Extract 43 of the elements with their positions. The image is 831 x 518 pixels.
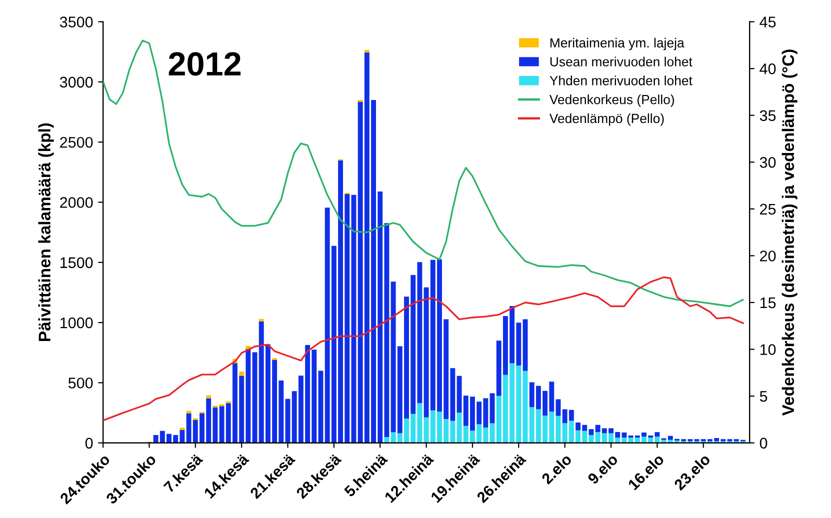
bar bbox=[490, 393, 495, 424]
y2-tick-label: 40 bbox=[760, 63, 776, 74]
bar bbox=[285, 398, 290, 443]
bar bbox=[556, 399, 561, 416]
y2-tick-label: 45 bbox=[760, 16, 776, 28]
y2-tick-label: 20 bbox=[760, 250, 776, 262]
y-tick-label: 500 bbox=[68, 378, 93, 388]
legend-label: Vedenlämpö (Pello) bbox=[549, 113, 664, 126]
y2-tick-label: 10 bbox=[760, 344, 776, 355]
legend-label: Usean merivuoden lohet bbox=[550, 56, 692, 66]
y-tick-label: 0 bbox=[85, 438, 93, 449]
line-series bbox=[103, 276, 744, 422]
bar bbox=[186, 410, 192, 414]
bar bbox=[239, 372, 244, 376]
line-series bbox=[103, 40, 744, 308]
y2-axis-title: Vedenkorkeus (desimetriä) ja vedenlämpö (°C) bbox=[782, 50, 798, 416]
y2-tick-label: 5 bbox=[760, 391, 768, 402]
bar bbox=[318, 370, 324, 443]
y-tick-label: 1500 bbox=[60, 257, 93, 268]
legend-label: Meritaimenia ym. lajeja bbox=[550, 38, 684, 50]
bar bbox=[522, 370, 528, 443]
y2-tick-label: 30 bbox=[760, 157, 776, 168]
bar bbox=[246, 346, 251, 349]
bar bbox=[588, 429, 594, 435]
y2-tick-label: 35 bbox=[760, 110, 776, 122]
text: 2012 bbox=[168, 52, 241, 76]
bar bbox=[364, 50, 370, 52]
y2-tick-label: 0 bbox=[760, 438, 768, 449]
y-tick-label: 1000 bbox=[60, 317, 93, 328]
y2-tick-label: 15 bbox=[760, 298, 776, 308]
bar bbox=[206, 395, 212, 398]
bar bbox=[384, 437, 390, 443]
y-tick-label: 3000 bbox=[60, 76, 93, 88]
y-tick-label: 2000 bbox=[60, 197, 93, 208]
y-tick-label: 3500 bbox=[60, 16, 93, 28]
y-axis-title: Päivittäinen kalamäärä (kpl) bbox=[38, 123, 54, 341]
bar bbox=[522, 319, 528, 371]
y-tick-label: 2500 bbox=[60, 136, 93, 148]
y2-tick-label: 25 bbox=[760, 204, 776, 215]
bar bbox=[258, 318, 264, 322]
bar bbox=[180, 428, 185, 430]
legend-label: Yhden merivuoden lohet bbox=[550, 76, 692, 86]
legend-label: Vedenkorkeus (Pello) bbox=[549, 94, 674, 107]
